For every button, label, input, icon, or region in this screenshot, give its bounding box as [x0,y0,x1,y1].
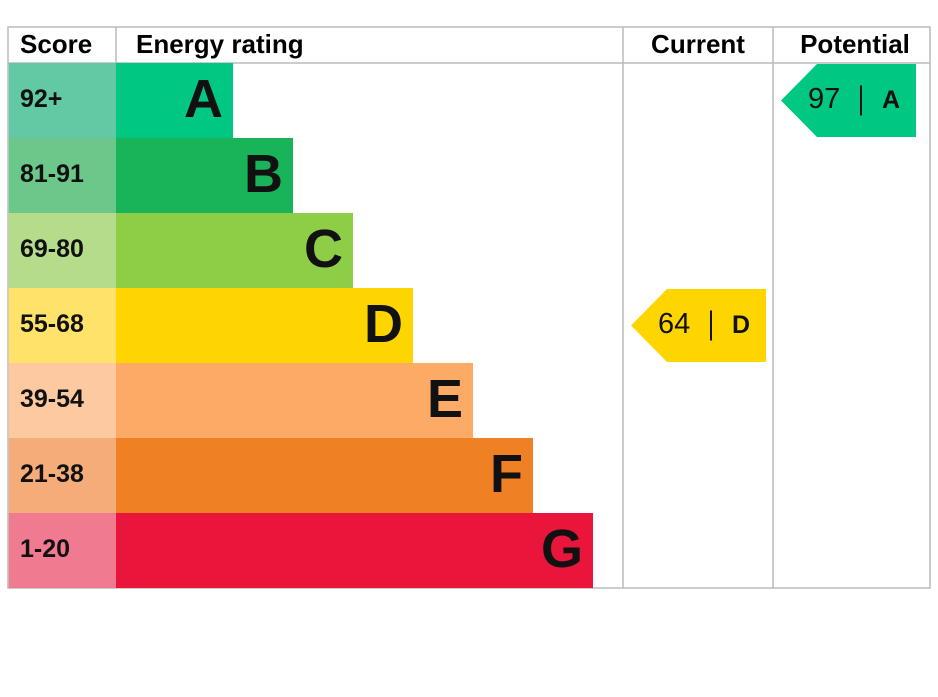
current-arrow [631,289,766,362]
rating-bar [116,513,593,588]
rating-letter: D [364,294,403,354]
score-cell [8,513,116,588]
score-cell [8,438,116,513]
header: Current [651,29,745,59]
score-label: 1-20 [20,535,70,563]
potential-value: 97 [808,83,840,115]
score-cell [8,213,116,288]
current-rating: D [732,311,750,339]
score-label: 81-91 [20,160,84,188]
rating-letter: G [541,519,583,579]
potential-rating: A [882,86,900,114]
header: Potential [800,29,910,59]
potential-arrow [781,64,916,137]
score-label: 69-80 [20,235,84,263]
score-cell [8,288,116,363]
score-cell [8,363,116,438]
header: Energy rating [136,29,304,59]
rating-bar [116,213,353,288]
score-cell [8,63,116,138]
rating-bar [116,438,533,513]
score-label: 92+ [20,85,62,113]
score-cell [8,138,116,213]
rating-bar [116,63,233,138]
rating-bar [116,138,293,213]
rating-letter: A [184,69,223,129]
rating-bar [116,363,473,438]
rating-letter: B [244,144,283,204]
rating-letter: C [304,219,343,279]
rating-letter: E [427,369,463,429]
header: Score [20,29,92,59]
rating-bar [116,288,413,363]
score-label: 55-68 [20,310,84,338]
score-label: 21-38 [20,460,84,488]
current-value: 64 [658,308,690,340]
rating-letter: F [490,444,523,504]
score-label: 39-54 [20,385,84,413]
